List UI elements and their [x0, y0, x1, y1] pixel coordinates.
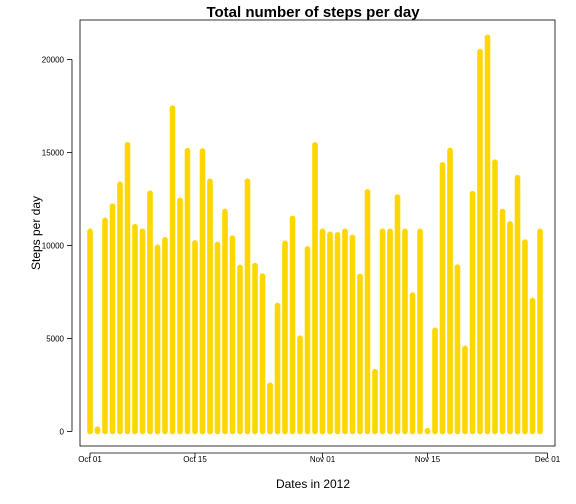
y-tick-label: 0	[60, 428, 65, 437]
x-axis: Oct 01 Oct 15 Nov 01 Nov 15 Dec 01	[78, 452, 561, 464]
x-tick-label: Nov 15	[415, 455, 441, 464]
chart-title: Total number of steps per day	[206, 4, 420, 21]
x-tick-label: Oct 15	[183, 455, 207, 464]
plot-frame	[79, 19, 556, 447]
x-tick-label: Oct 01	[78, 455, 102, 464]
y-tick-label: 15000	[42, 149, 65, 158]
y-tick-label: 5000	[46, 335, 64, 344]
y-axis-label: Steps per day	[29, 196, 43, 270]
x-tick-label: Nov 01	[310, 455, 336, 464]
y-tick-label: 10000	[42, 242, 65, 251]
x-axis-label: Dates in 2012	[276, 477, 350, 491]
bars	[87, 34, 543, 435]
x-tick-label: Dec 01	[535, 455, 561, 464]
y-tick-label: 20000	[42, 56, 65, 65]
y-axis: 0 5000 10000 15000 20000	[42, 56, 73, 437]
